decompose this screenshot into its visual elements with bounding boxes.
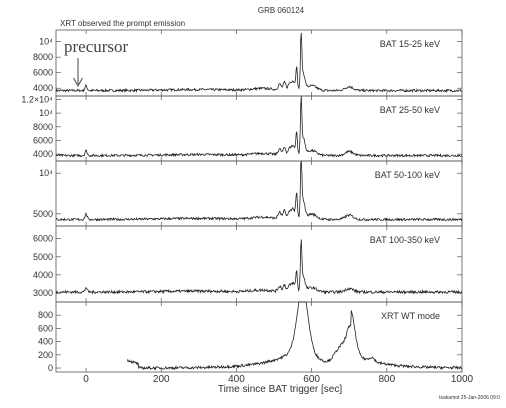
y-tick-label: 0 — [48, 363, 53, 373]
y-tick-label: 800 — [38, 310, 53, 320]
panel-label: BAT 25-50 keV — [380, 105, 440, 115]
panel-label: BAT 15-25 keV — [380, 39, 440, 49]
precursor-annotation: precursor — [64, 37, 129, 56]
panel-4: 3000 4000 5000 6000 BAT 100-350 keV — [33, 225, 463, 303]
credit-stamp: tsakamot 25-Jan-2006 09:0 — [439, 395, 500, 401]
panel-3: 5000 10⁴ BAT 50-100 keV — [33, 160, 463, 227]
y-tick-label: 4000 — [33, 270, 53, 280]
panel-label: BAT 50-100 keV — [375, 170, 440, 180]
panel-2: 4000 6000 8000 10⁴ 1.2×10⁴ BAT 25-50 keV — [21, 94, 463, 162]
panel-label: XRT WT mode — [381, 311, 440, 321]
y-tick-label: 8000 — [33, 122, 53, 132]
y-tick-label: 6000 — [33, 234, 53, 244]
y-tick-label: 10⁴ — [39, 108, 53, 118]
y-tick-label: 400 — [38, 337, 53, 347]
y-tick-label: 10⁴ — [39, 168, 53, 178]
y-tick-label: 8000 — [33, 52, 53, 62]
y-tick-label: 200 — [38, 350, 53, 360]
panel-frame — [55, 301, 463, 373]
light-curve-series — [55, 160, 463, 223]
chart-title: GRB 060124 — [258, 6, 305, 15]
x-tick-label: 200 — [153, 374, 170, 385]
y-tick-label: 4000 — [33, 83, 53, 93]
y-tick-label: 5000 — [33, 252, 53, 262]
y-tick-label: 1.2×10⁴ — [21, 94, 53, 104]
y-tick-label: 6000 — [33, 135, 53, 145]
y-tick-label: 4000 — [33, 149, 53, 159]
x-axis-label: Time since BAT trigger [sec] — [218, 384, 343, 395]
light-curve-series — [55, 32, 463, 94]
x-tick-label: 600 — [303, 374, 320, 385]
y-tick-label: 5000 — [33, 209, 53, 219]
x-axis: 0 200 400 600 800 1000 — [83, 374, 473, 385]
y-tick-label: 3000 — [33, 288, 53, 298]
y-tick-label: 6000 — [33, 68, 53, 78]
x-tick-label: 800 — [378, 374, 395, 385]
precursor-arrow — [73, 58, 83, 88]
panel-5: 0 200 400 600 800 XRT WT mode — [38, 301, 463, 373]
light-curve-series — [55, 96, 463, 159]
x-tick-label: 0 — [83, 374, 89, 385]
y-tick-label: 10⁴ — [39, 37, 53, 47]
light-curve-series — [55, 239, 462, 295]
y-tick-label: 600 — [38, 323, 53, 333]
chart-subtitle: XRT observed the prompt emission — [60, 19, 185, 28]
light-curve-series — [127, 301, 463, 371]
x-tick-label: 400 — [228, 374, 245, 385]
x-tick-label: 1000 — [451, 374, 474, 385]
panel-label: BAT 100-350 keV — [370, 235, 440, 245]
